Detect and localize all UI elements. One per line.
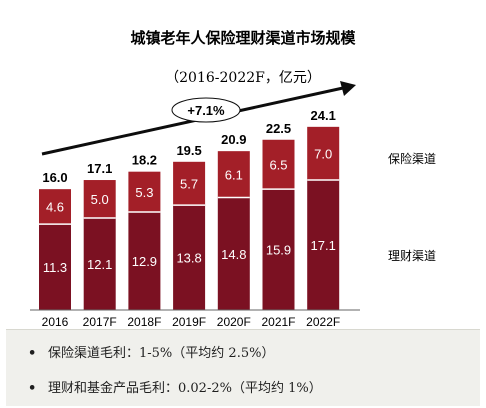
total-label-2016: 16.0 [42, 170, 67, 185]
notes-panel: • 保险渠道毛利：1-5%（平均约 2.5%） • 理财和基金产品毛利：0.02-2… [6, 329, 480, 406]
x-tick-label-2018F: 2018F [127, 315, 161, 329]
data-label-insurance-2016: 4.6 [46, 200, 64, 215]
data-label-wealth-2020F: 14.8 [221, 247, 246, 262]
note-insurance-margin: • 保险渠道毛利：1-5%（平均约 2.5%） [28, 342, 274, 361]
data-label-insurance-2019F: 5.7 [180, 176, 198, 191]
data-label-insurance-2018F: 5.3 [135, 185, 153, 200]
chart-subtitle: （2016-2022F，亿元） [165, 70, 321, 86]
bar-wealth-2017F [83, 218, 116, 310]
note-wealth-margin: • 理财和基金产品毛利：0.02-2%（平均约 1%） [28, 377, 322, 396]
data-label-wealth-2021F: 15.9 [266, 243, 291, 258]
growth-label-oval [171, 97, 241, 123]
bar-insurance-2021F [262, 139, 295, 190]
x-tick-label-2019F: 2019F [172, 315, 206, 329]
x-tick-label-2020F: 2020F [217, 315, 251, 329]
data-label-wealth-2016: 11.3 [43, 260, 67, 275]
bar-insurance-2022F [307, 126, 340, 181]
data-label-insurance-2020F: 6.1 [225, 167, 243, 182]
chart-title: 城镇老年人保险理财渠道市场规模 [130, 29, 356, 47]
bullet-icon: • [28, 346, 37, 361]
legend-insurance-label: 保险渠道 [388, 151, 436, 166]
growth-arrow-head [340, 81, 356, 96]
data-label-wealth-2022F: 17.1 [311, 238, 336, 253]
bullet-icon: • [28, 381, 37, 396]
note-text: 保险渠道毛利：1-5%（平均约 2.5%） [48, 346, 275, 361]
data-label-insurance-2017F: 5.0 [91, 192, 109, 207]
x-tick-label-2021F: 2021F [261, 315, 295, 329]
x-tick-label-2016: 2016 [42, 315, 69, 329]
total-label-2020F: 20.9 [221, 132, 246, 147]
bar-wealth-2019F [173, 205, 206, 310]
legend-wealth-label: 理财渠道 [388, 249, 436, 263]
bar-wealth-2018F [128, 211, 161, 310]
growth-label: +7.1% [187, 103, 225, 118]
total-label-2018F: 18.2 [132, 153, 157, 168]
total-label-2017F: 17.1 [87, 161, 112, 176]
total-label-2021F: 22.5 [266, 121, 291, 136]
data-label-insurance-2021F: 6.5 [269, 157, 287, 172]
x-tick-label-2022F: 2022F [306, 315, 340, 329]
bar-wealth-2020F [217, 197, 250, 310]
note-text: 理财和基金产品毛利：0.02-2%（平均约 1%） [48, 381, 322, 396]
bar-insurance-2019F [173, 161, 206, 206]
bar-insurance-2016 [39, 189, 71, 225]
bar-wealth-2021F [262, 189, 295, 310]
bar-insurance-2018F [128, 171, 161, 212]
bar-insurance-2017F [83, 180, 116, 219]
data-label-insurance-2022F: 7.0 [314, 146, 332, 161]
bar-wealth-2022F [307, 180, 340, 310]
total-label-2019F: 19.5 [176, 143, 201, 158]
data-label-wealth-2019F: 13.8 [176, 251, 201, 266]
data-label-wealth-2017F: 12.1 [87, 257, 112, 272]
bar-wealth-2016 [39, 224, 71, 310]
total-label-2022F: 24.1 [311, 108, 336, 123]
x-tick-label-2017F: 2017F [83, 315, 117, 329]
stacked-bar-chart: +7.1% 11.3 4.6 16.0 2016 12.1 5.0 17.1 2017F 12.9… [30, 81, 436, 329]
bar-insurance-2020F [217, 151, 250, 198]
data-label-wealth-2018F: 12.9 [132, 254, 157, 269]
